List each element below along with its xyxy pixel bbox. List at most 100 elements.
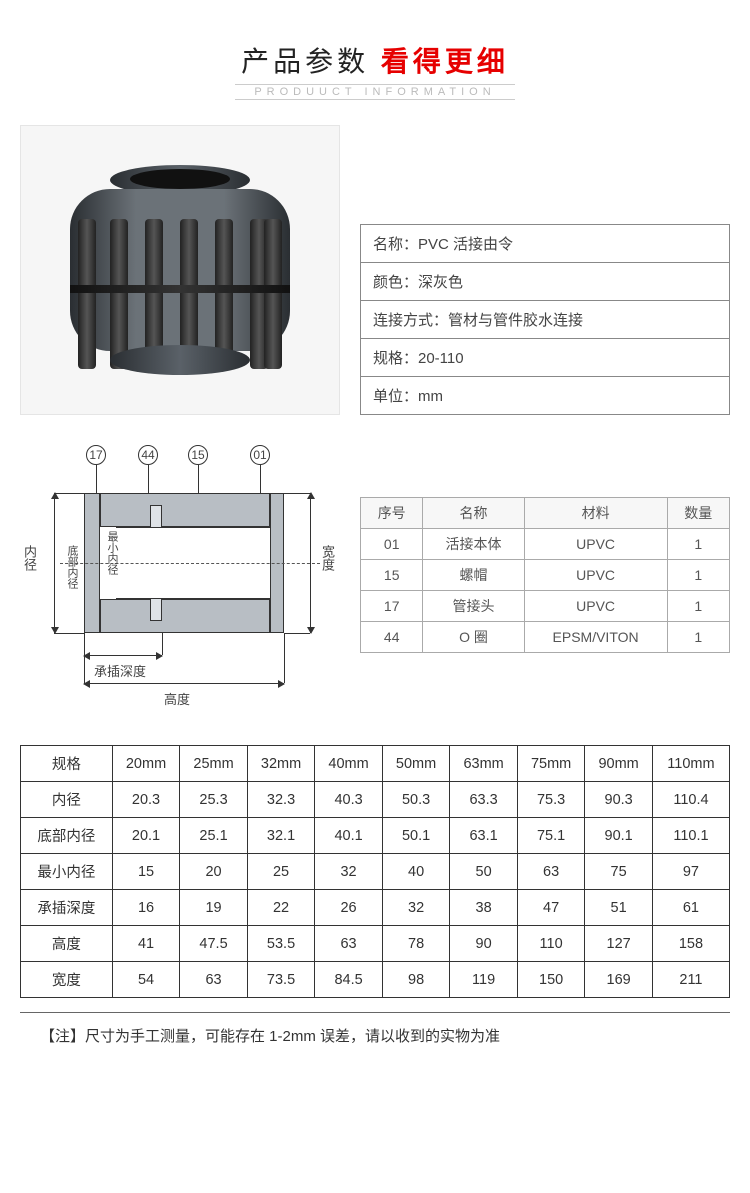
spec-header-cell: 32mm — [247, 746, 315, 782]
info-row: 连接方式：管材与管件胶水连接 — [361, 301, 730, 339]
spec-cell: 20 — [180, 854, 248, 890]
callout-15: 15 — [188, 445, 208, 465]
spec-row-label: 内径 — [21, 782, 113, 818]
bom-header-cell: 材料 — [524, 498, 667, 529]
spec-cell: 97 — [652, 854, 729, 890]
info-cell: 单位：mm — [361, 377, 730, 415]
spec-cell: 40 — [382, 854, 450, 890]
spec-cell: 84.5 — [315, 962, 383, 998]
spec-cell: 40.1 — [315, 818, 383, 854]
pvc-union-illustration — [65, 165, 295, 375]
info-row: 单位：mm — [361, 377, 730, 415]
info-row: 颜色：深灰色 — [361, 263, 730, 301]
spec-cell: 40.3 — [315, 782, 383, 818]
bom-row: 17管接头UPVC1 — [361, 591, 730, 622]
spec-cell: 150 — [517, 962, 585, 998]
bom-cell: 活接本体 — [423, 529, 524, 560]
spec-cell: 90.1 — [585, 818, 653, 854]
bom-cell: O 圈 — [423, 622, 524, 653]
bom-cell: UPVC — [524, 529, 667, 560]
spec-row: 最小内径152025324050637597 — [21, 854, 730, 890]
label-width: 宽度 — [318, 545, 337, 571]
spec-cell: 75 — [585, 854, 653, 890]
spec-row-label: 宽度 — [21, 962, 113, 998]
callout-17: 17 — [86, 445, 106, 465]
spec-row-label: 承插深度 — [21, 890, 113, 926]
spec-header-cell: 75mm — [517, 746, 585, 782]
spec-cell: 53.5 — [247, 926, 315, 962]
spec-cell: 63.1 — [450, 818, 518, 854]
bom-cell: 15 — [361, 560, 423, 591]
spec-cell: 50 — [450, 854, 518, 890]
header-title-part2: 看得更细 — [381, 46, 509, 77]
bom-row: 15螺帽UPVC1 — [361, 560, 730, 591]
info-row: 名称：PVC 活接由令 — [361, 225, 730, 263]
bom-cell: 螺帽 — [423, 560, 524, 591]
spec-cell: 22 — [247, 890, 315, 926]
spec-header-cell: 50mm — [382, 746, 450, 782]
spec-cell: 50.1 — [382, 818, 450, 854]
page-header: 产品参数 看得更细 PRODUUCT INFORMATION — [0, 40, 750, 100]
bom-header-cell: 数量 — [667, 498, 729, 529]
spec-cell: 20.1 — [112, 818, 180, 854]
spec-cell: 47 — [517, 890, 585, 926]
label-inner-diameter: 内径 — [20, 545, 39, 571]
callout-01: 01 — [250, 445, 270, 465]
measurement-note: 【注】尺寸为手工测量，可能存在 1-2mm 误差，请以收到的实物为准 — [20, 1012, 730, 1086]
spec-cell: 119 — [450, 962, 518, 998]
spec-cell: 158 — [652, 926, 729, 962]
spec-cell: 63.3 — [450, 782, 518, 818]
bom-header-cell: 序号 — [361, 498, 423, 529]
bom-cell: 1 — [667, 529, 729, 560]
spec-header-cell: 规格 — [21, 746, 113, 782]
bom-cell: 管接头 — [423, 591, 524, 622]
header-title: 产品参数 看得更细 — [0, 40, 750, 80]
bom-cell: UPVC — [524, 591, 667, 622]
spec-row: 宽度546373.584.598119150169211 — [21, 962, 730, 998]
spec-cell: 169 — [585, 962, 653, 998]
label-min-inner: 最小内径 — [106, 531, 117, 575]
spec-cell: 63 — [315, 926, 383, 962]
spec-cell: 75.3 — [517, 782, 585, 818]
spec-cell: 16 — [112, 890, 180, 926]
product-info-table: 名称：PVC 活接由令颜色：深灰色连接方式：管材与管件胶水连接规格：20-110… — [360, 224, 730, 415]
spec-cell: 25.3 — [180, 782, 248, 818]
product-image — [20, 125, 340, 415]
spec-header-cell: 110mm — [652, 746, 729, 782]
bom-cell: UPVC — [524, 560, 667, 591]
cross-section-diagram: 17 44 15 01 内径 底部内径 最小内径 宽度 — [20, 445, 340, 705]
spec-cell: 90.3 — [585, 782, 653, 818]
spec-cell: 90 — [450, 926, 518, 962]
spec-cell: 73.5 — [247, 962, 315, 998]
bom-cell: EPSM/VITON — [524, 622, 667, 653]
spec-cell: 32.3 — [247, 782, 315, 818]
spec-cell: 98 — [382, 962, 450, 998]
spec-cell: 110.4 — [652, 782, 729, 818]
bom-cell: 1 — [667, 560, 729, 591]
bom-row: 44O 圈EPSM/VITON1 — [361, 622, 730, 653]
spec-row-label: 高度 — [21, 926, 113, 962]
spec-cell: 47.5 — [180, 926, 248, 962]
label-height: 高度 — [164, 689, 190, 708]
spec-cell: 127 — [585, 926, 653, 962]
spec-header-cell: 25mm — [180, 746, 248, 782]
bom-cell: 17 — [361, 591, 423, 622]
info-cell: 规格：20-110 — [361, 339, 730, 377]
spec-row: 承插深度161922263238475161 — [21, 890, 730, 926]
spec-cell: 25 — [247, 854, 315, 890]
spec-cell: 32 — [382, 890, 450, 926]
bom-cell: 1 — [667, 622, 729, 653]
spec-row-label: 最小内径 — [21, 854, 113, 890]
info-row: 规格：20-110 — [361, 339, 730, 377]
spec-cell: 61 — [652, 890, 729, 926]
diagram-bom-row: 17 44 15 01 内径 底部内径 最小内径 宽度 — [0, 415, 750, 715]
spec-cell: 110 — [517, 926, 585, 962]
spec-header-cell: 90mm — [585, 746, 653, 782]
spec-cell: 41 — [112, 926, 180, 962]
spec-row: 底部内径20.125.132.140.150.163.175.190.1110.… — [21, 818, 730, 854]
spec-cell: 38 — [450, 890, 518, 926]
bom-table: 序号名称材料数量 01活接本体UPVC115螺帽UPVC117管接头UPVC14… — [360, 497, 730, 653]
spec-cell: 32 — [315, 854, 383, 890]
spec-cell: 63 — [180, 962, 248, 998]
header-subtitle: PRODUUCT INFORMATION — [235, 84, 515, 100]
